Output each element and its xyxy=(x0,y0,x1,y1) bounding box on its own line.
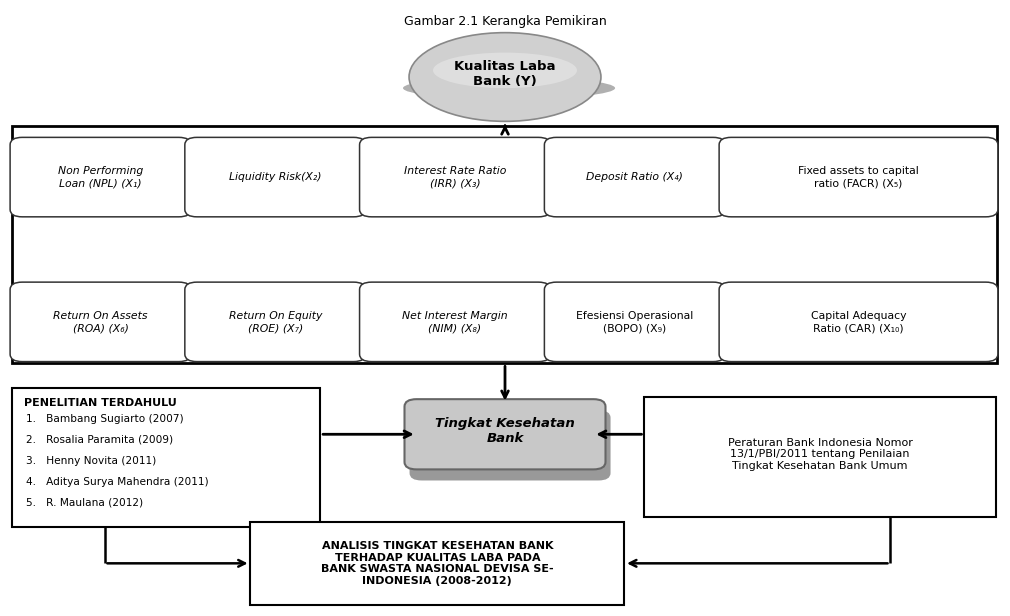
Text: Kualitas Laba
Bank (Y): Kualitas Laba Bank (Y) xyxy=(454,60,556,88)
Text: PENELITIAN TERDAHULU: PENELITIAN TERDAHULU xyxy=(24,398,177,408)
Text: Capital Adequacy
Ratio (CAR) (X₁₀): Capital Adequacy Ratio (CAR) (X₁₀) xyxy=(811,310,906,333)
FancyBboxPatch shape xyxy=(719,137,998,217)
Text: 3.   Henny Novita (2011): 3. Henny Novita (2011) xyxy=(26,456,157,466)
Text: Efesiensi Operasional
(BOPO) (X₉): Efesiensi Operasional (BOPO) (X₉) xyxy=(576,310,694,333)
Text: Non Performing
Loan (NPL) (X₁): Non Performing Loan (NPL) (X₁) xyxy=(58,166,143,188)
Text: Liquidity Risk(X₂): Liquidity Risk(X₂) xyxy=(229,172,321,182)
FancyBboxPatch shape xyxy=(10,282,191,362)
FancyBboxPatch shape xyxy=(250,522,624,605)
Text: 1.   Bambang Sugiarto (2007): 1. Bambang Sugiarto (2007) xyxy=(26,414,184,424)
Ellipse shape xyxy=(433,52,577,88)
Text: Deposit Ratio (X₄): Deposit Ratio (X₄) xyxy=(587,172,683,182)
Text: Peraturan Bank Indonesia Nomor
13/1/PBI/2011 tentang Penilaian
Tingkat Kesehatan: Peraturan Bank Indonesia Nomor 13/1/PBI/… xyxy=(727,438,913,471)
FancyBboxPatch shape xyxy=(410,410,610,480)
Text: ANALISIS TINGKAT KESEHATAN BANK
TERHADAP KUALITAS LABA PADA
BANK SWASTA NASIONAL: ANALISIS TINGKAT KESEHATAN BANK TERHADAP… xyxy=(321,541,553,586)
Text: 5.   R. Maulana (2012): 5. R. Maulana (2012) xyxy=(26,498,143,508)
FancyBboxPatch shape xyxy=(360,282,550,362)
Text: Return On Equity
(ROE) (X₇): Return On Equity (ROE) (X₇) xyxy=(228,310,322,333)
FancyBboxPatch shape xyxy=(185,282,366,362)
Ellipse shape xyxy=(403,77,615,99)
FancyBboxPatch shape xyxy=(10,137,191,217)
Ellipse shape xyxy=(409,33,601,121)
Text: Return On Assets
(ROA) (X₆): Return On Assets (ROA) (X₆) xyxy=(54,310,147,333)
FancyBboxPatch shape xyxy=(12,388,320,527)
Text: Net Interest Margin
(NIM) (X₈): Net Interest Margin (NIM) (X₈) xyxy=(402,310,508,333)
FancyBboxPatch shape xyxy=(404,399,605,469)
Text: Tingkat Kesehatan
Bank: Tingkat Kesehatan Bank xyxy=(435,417,575,445)
FancyBboxPatch shape xyxy=(185,137,366,217)
FancyBboxPatch shape xyxy=(644,397,996,517)
FancyBboxPatch shape xyxy=(544,282,725,362)
FancyBboxPatch shape xyxy=(544,137,725,217)
Text: 2.   Rosalia Paramita (2009): 2. Rosalia Paramita (2009) xyxy=(26,435,174,445)
Text: Gambar 2.1 Kerangka Pemikiran: Gambar 2.1 Kerangka Pemikiran xyxy=(404,15,606,28)
Text: Fixed assets to capital
ratio (FACR) (X₅): Fixed assets to capital ratio (FACR) (X₅… xyxy=(798,166,919,188)
FancyBboxPatch shape xyxy=(719,282,998,362)
Text: 4.   Aditya Surya Mahendra (2011): 4. Aditya Surya Mahendra (2011) xyxy=(26,477,209,487)
Text: Interest Rate Ratio
(IRR) (X₃): Interest Rate Ratio (IRR) (X₃) xyxy=(404,166,506,188)
FancyBboxPatch shape xyxy=(360,137,550,217)
FancyBboxPatch shape xyxy=(12,126,997,363)
